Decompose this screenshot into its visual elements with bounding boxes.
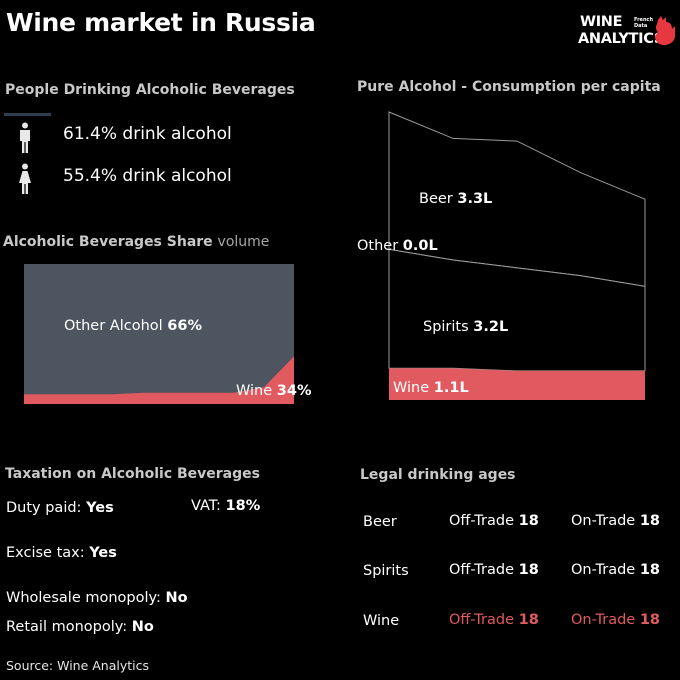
vat-value: 18% [225,498,261,514]
consumption-wine-label: Wine 1.1L [393,380,469,396]
share-heading: Alcoholic Beverages Share volume [3,234,269,250]
retail-monopoly-label: Retail monopoly: [6,619,128,635]
duty-paid-value: Yes [86,500,114,516]
source-note: Source: Wine Analytics [6,658,150,673]
female-drinking-text: drink alcohol [122,166,232,186]
ages-spirits-off-label: Off-Trade [449,562,515,578]
consumption-other-name: Other [357,238,399,254]
rooster-icon [655,16,675,45]
ages-wine-off: Off-Trade 18 [449,612,539,628]
ages-wine-on: On-Trade 18 [571,612,660,628]
share-other-pct: 66% [167,318,202,334]
consumption-heading: Pure Alcohol - Consumption per capita [357,79,661,95]
ages-heading: Legal drinking ages [360,467,516,483]
consumption-wine-name: Wine [393,380,430,396]
ages-spirits-on-value: 18 [639,562,660,578]
excise-tax: Excise tax: Yes [6,545,117,561]
ages-spirits-on-label: On-Trade [571,562,636,578]
share-heading-main: Alcoholic Beverages Share [3,234,213,250]
consumption-wine-value: 1.1L [433,380,469,396]
male-person-icon [20,122,30,153]
share-heading-soft: volume [217,234,270,250]
female-drinking-value: 55.4% [63,166,118,186]
vat: VAT: 18% [191,498,260,514]
vat-label: VAT: [191,498,221,514]
wholesale-monopoly-value: No [165,590,188,606]
wine-analytics-logo: WINE French Data ANALYTICS [578,14,676,50]
consumption-area-chart [388,111,646,400]
ages-wine-name: Wine [363,613,400,629]
ages-spirits-off: Off-Trade 18 [449,562,539,578]
wholesale-monopoly: Wholesale monopoly: No [6,590,188,606]
ages-beer-on-label: On-Trade [571,513,636,529]
consumption-other-value: 0.0L [402,238,438,254]
taxation-heading: Taxation on Alcoholic Beverages [5,466,260,482]
consumption-wine-area [389,368,645,400]
logo-line-1: WINE [580,14,623,30]
retail-monopoly-value: No [131,619,154,635]
logo-line-2: ANALYTICS [578,31,664,47]
retail-monopoly: Retail monopoly: No [6,619,154,635]
share-area-chart [24,264,294,404]
ages-beer-off-label: Off-Trade [449,513,515,529]
ages-spirits-on: On-Trade 18 [571,562,660,578]
share-wine-label: Wine 34% [236,383,312,399]
ages-wine-off-value: 18 [518,612,539,628]
share-other-label: Other Alcohol 66% [64,318,202,334]
consumption-spirits-label: Spirits 3.2L [423,319,508,335]
ages-beer-on-value: 18 [639,513,660,529]
male-drinking-text: drink alcohol [122,124,232,144]
consumption-spirits-name: Spirits [423,319,469,335]
consumption-beer-value: 3.3L [457,191,493,207]
ages-wine-off-label: Off-Trade [449,612,515,628]
heading-underline [4,113,51,116]
page-title: Wine market in Russia [6,8,316,37]
share-other-area [24,264,294,404]
consumption-spirits-value: 3.2L [473,319,509,335]
wholesale-monopoly-label: Wholesale monopoly: [6,590,161,606]
ages-beer-on: On-Trade 18 [571,513,660,529]
logo-small-2: Data [634,23,648,29]
ages-beer-off: Off-Trade 18 [449,513,539,529]
ages-spirits-name: Spirits [363,563,409,579]
duty-paid-label: Duty paid: [6,500,82,516]
ages-wine-on-value: 18 [639,612,660,628]
female-person-icon [19,163,31,194]
consumption-other-label: Other 0.0L [357,238,438,254]
male-drinking-stat: 61.4% drink alcohol [63,124,232,144]
share-wine-area [24,356,294,404]
female-drinking-stat: 55.4% drink alcohol [63,166,232,186]
share-wine-name: Wine [236,383,273,399]
consumption-beer-label: Beer 3.3L [419,191,492,207]
duty-paid: Duty paid: Yes [6,500,114,516]
excise-tax-value: Yes [89,545,117,561]
logo-small-1: French [634,17,654,23]
drinking-heading: People Drinking Alcoholic Beverages [5,82,295,98]
consumption-beer-name: Beer [419,191,453,207]
share-other-name: Other Alcohol [64,318,163,334]
ages-wine-on-label: On-Trade [571,612,636,628]
excise-tax-label: Excise tax: [6,545,85,561]
ages-beer-name: Beer [363,514,397,530]
share-wine-pct: 34% [276,383,312,399]
ages-spirits-off-value: 18 [518,562,539,578]
male-drinking-value: 61.4% [63,124,118,144]
ages-beer-off-value: 18 [518,513,539,529]
